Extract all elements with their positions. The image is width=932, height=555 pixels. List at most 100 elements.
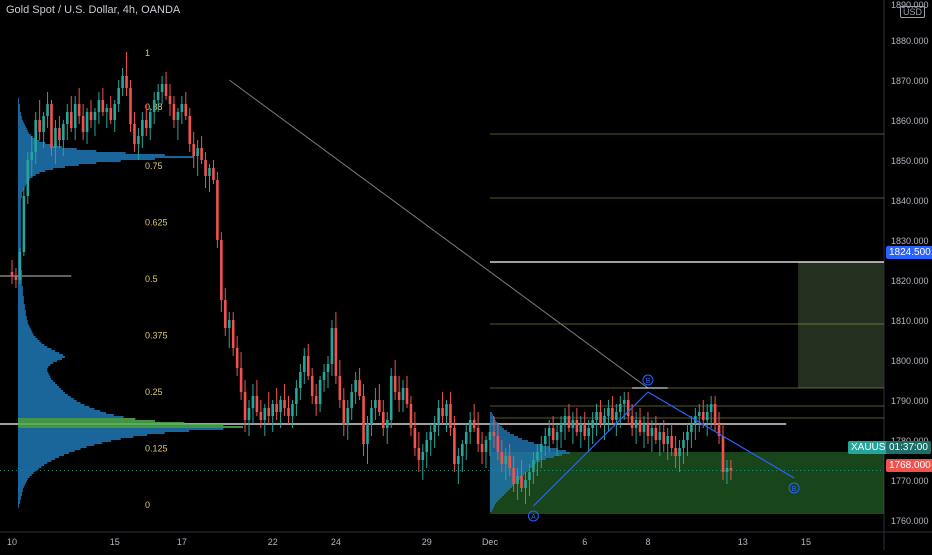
candle-body (370, 408, 373, 424)
volume-profile-bar (18, 156, 195, 158)
candle-body (220, 240, 223, 300)
pattern-point-2 (788, 482, 800, 494)
y-tick-label: 1840.000 (891, 196, 929, 206)
volume-profile-bar (18, 494, 22, 496)
candle-body (642, 424, 646, 432)
volume-profile-bar (18, 98, 19, 100)
volume-profile-bar (18, 208, 21, 210)
candle-body (532, 460, 535, 472)
volume-profile-bar (18, 116, 22, 118)
candle-body (204, 160, 207, 176)
candle-body (38, 120, 41, 132)
volume-profile-bar (18, 108, 20, 110)
volume-profile-bar (18, 184, 26, 186)
volume-profile-bar (18, 310, 26, 312)
candle-body (160, 84, 164, 92)
volume-profile-bar (18, 118, 22, 120)
volume-profile-bar (18, 218, 21, 220)
volume-profile-bar (18, 312, 26, 314)
recent-volume-bar (489, 510, 492, 512)
candle-body (571, 420, 575, 428)
volume-profile-bar (18, 398, 74, 400)
volume-profile-bar (18, 498, 21, 500)
recent-volume-bar (489, 470, 528, 472)
recent-volume-bar (489, 462, 536, 464)
pattern-point-label-0: A (531, 514, 536, 521)
volume-profile-bar (18, 392, 65, 394)
recent-volume-bar (489, 446, 550, 448)
candle-body (666, 436, 669, 444)
candle-body (559, 424, 563, 432)
pattern-point-label-1: B (646, 378, 651, 385)
candle-body (449, 404, 452, 428)
candle-body (113, 104, 116, 120)
recent-volume-bar (489, 460, 540, 462)
volume-profile-bar (18, 158, 155, 160)
candle-body (524, 480, 527, 488)
volume-profile-bar (18, 162, 97, 164)
candle-body (658, 432, 662, 440)
candle-body (145, 120, 148, 128)
candle-body (362, 396, 365, 444)
y-tick-label: 1820.000 (891, 276, 929, 286)
x-tick-label: 22 (268, 537, 278, 547)
candle-body (433, 424, 436, 432)
volume-profile-bar (18, 482, 26, 484)
candle-body (682, 440, 685, 448)
volume-profile-bar (18, 106, 20, 108)
volume-profile-bar (18, 432, 165, 434)
recent-volume-bar (489, 504, 495, 506)
candle-body (275, 404, 278, 412)
candle-body (109, 108, 113, 120)
recent-volume-bar (489, 448, 558, 450)
pattern-leg-1 (647, 391, 795, 479)
fib-label-5: 0.375 (145, 331, 168, 341)
candle-body (508, 456, 511, 468)
volume-profile-bar (18, 120, 23, 122)
candle-body (464, 432, 468, 444)
volume-profile-bar (18, 328, 31, 330)
volume-profile-bar (18, 146, 63, 148)
candle-body (69, 112, 73, 128)
volume-profile-bar (18, 230, 21, 232)
volume-profile-bar (18, 346, 48, 348)
volume-profile-bar (18, 388, 62, 390)
volume-profile-bar (18, 246, 21, 248)
candle-body (46, 104, 49, 116)
candle-body (417, 448, 421, 460)
stop-zone (489, 452, 884, 514)
volume-profile-bar (18, 308, 25, 310)
volume-profile-bar (18, 366, 49, 368)
x-tick-label: 29 (422, 537, 432, 547)
recent-volume-bar (489, 472, 526, 474)
volume-profile-bar (18, 128, 27, 130)
volume-profile-bar (18, 500, 20, 502)
candle-body (468, 420, 472, 432)
volume-profile-bar (18, 180, 28, 182)
currency-badge[interactable]: USD (900, 6, 926, 18)
volume-profile-bar (18, 340, 40, 342)
volume-profile-bar (18, 428, 224, 430)
candle-body (725, 468, 729, 472)
volume-profile-bar (18, 322, 28, 324)
candle-body (619, 404, 622, 412)
candle-body (457, 456, 460, 464)
candle-body (141, 120, 144, 136)
volume-profile-bar (18, 362, 54, 364)
volume-profile-bar (18, 304, 25, 306)
volume-profile-bar (18, 288, 23, 290)
candle-body (212, 168, 215, 180)
volume-profile-bar (18, 492, 22, 494)
volume-profile-bar (18, 182, 27, 184)
volume-profile-bar (18, 460, 52, 462)
recent-volume-bar (489, 478, 520, 480)
candle-body (567, 416, 571, 428)
candle-body (318, 380, 322, 404)
recent-volume-bar (489, 420, 496, 422)
candle-body (520, 476, 523, 488)
volume-profile-bar (18, 406, 90, 408)
volume-profile-bar (18, 442, 103, 444)
candle-body (678, 448, 681, 456)
